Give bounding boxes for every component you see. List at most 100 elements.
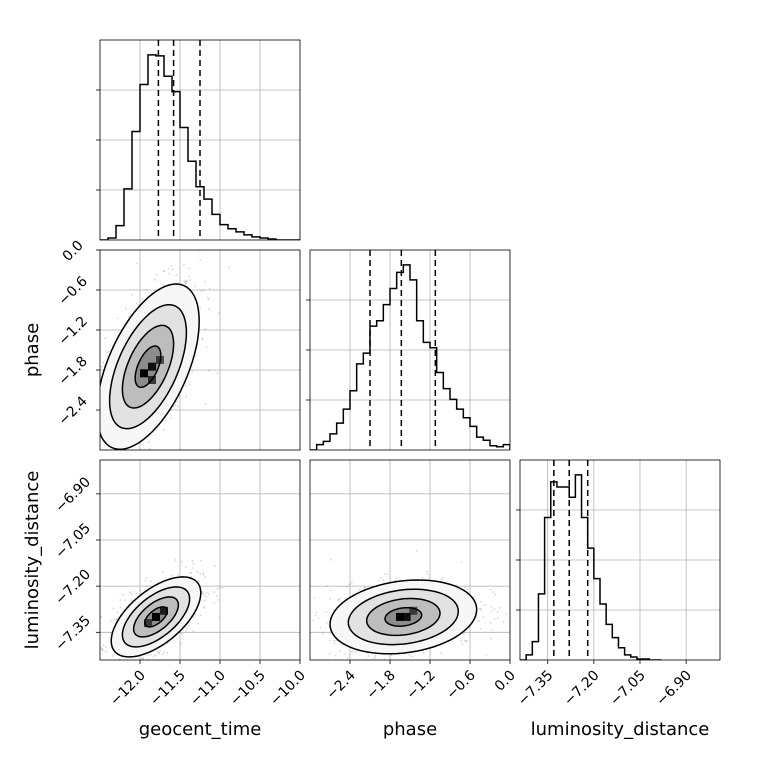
sample-point xyxy=(377,580,380,583)
panel-phase-geocent_time: −2.4 −1.8 −1.2 −0.6 0.0 xyxy=(55,238,301,520)
sample-point xyxy=(353,650,356,653)
sample-point xyxy=(154,654,157,657)
sample-point xyxy=(107,350,110,353)
sample-point xyxy=(149,580,152,583)
sample-point xyxy=(192,567,195,569)
sample-point xyxy=(147,654,150,657)
panels: −2.4−1.8−1.2−0.60.0−7.35−7.20−7.05−6.90−… xyxy=(52,39,721,710)
sample-point xyxy=(185,629,188,632)
sample-point xyxy=(321,632,324,635)
sample-point xyxy=(339,597,342,600)
sample-point xyxy=(313,597,316,599)
sample-point xyxy=(194,613,196,616)
sample-point xyxy=(411,655,414,658)
sample-point xyxy=(162,284,165,287)
sample-point xyxy=(121,593,124,596)
contour-line xyxy=(384,606,423,627)
panel-phase-phase xyxy=(306,249,511,451)
sample-point xyxy=(135,661,137,663)
x-tick-label: 0.0 xyxy=(492,668,519,695)
sample-point xyxy=(185,280,188,283)
sample-point xyxy=(58,405,60,407)
sample-point xyxy=(203,599,206,602)
sample-point xyxy=(189,571,192,574)
sample-point xyxy=(121,469,123,471)
sample-point xyxy=(347,665,349,667)
sample-point xyxy=(137,304,140,306)
sample-point xyxy=(161,571,164,573)
sample-point xyxy=(350,581,353,584)
sample-point xyxy=(205,591,208,594)
sample-point xyxy=(130,664,132,666)
sample-point xyxy=(199,559,202,562)
sample-point xyxy=(205,346,208,349)
sample-point xyxy=(485,653,488,656)
sample-point xyxy=(490,637,492,640)
sample-point xyxy=(84,463,86,465)
sample-point xyxy=(143,664,145,666)
sample-point xyxy=(97,621,99,623)
x-tick-label: −7.05 xyxy=(607,668,649,710)
x-tick-label: −11.5 xyxy=(147,668,189,710)
x-tick-label: −1.2 xyxy=(403,668,438,703)
sample-point xyxy=(158,652,161,655)
sample-point xyxy=(98,671,100,673)
sample-point xyxy=(493,608,496,610)
panel-frame xyxy=(309,459,511,661)
sample-point xyxy=(81,680,83,682)
sample-point xyxy=(326,622,328,624)
sample-point xyxy=(367,655,370,657)
sample-point xyxy=(90,450,92,452)
sample-point xyxy=(201,338,204,341)
sample-point xyxy=(477,620,480,622)
sample-point xyxy=(192,563,195,565)
contour-line xyxy=(365,597,441,637)
sample-point xyxy=(189,383,191,386)
sample-point xyxy=(278,590,280,592)
x-tick-label: −10.5 xyxy=(227,668,269,710)
sample-point xyxy=(194,285,197,288)
density-cell xyxy=(140,369,148,378)
panel-frame xyxy=(309,249,511,451)
sample-point xyxy=(97,639,99,641)
sample-point xyxy=(101,648,104,651)
sample-point xyxy=(204,280,206,283)
sample-point xyxy=(144,579,147,582)
sample-point xyxy=(111,655,114,657)
sample-point xyxy=(113,664,115,666)
sample-point xyxy=(319,626,322,629)
sample-point xyxy=(147,441,150,443)
sample-point xyxy=(208,369,210,372)
sample-point xyxy=(351,650,354,653)
sample-point xyxy=(191,370,194,373)
histogram-phase xyxy=(310,264,510,450)
sample-point xyxy=(461,643,464,646)
sample-point xyxy=(129,591,131,594)
x-tick-label: −10.0 xyxy=(267,668,309,710)
sample-point xyxy=(165,419,168,422)
sample-point xyxy=(122,663,124,665)
sample-point xyxy=(142,469,144,471)
sample-point xyxy=(490,605,493,608)
panel-luminosity_distance-luminosity_distance: −7.35 −7.20 −7.05 −6.90 xyxy=(515,459,721,710)
density-cell xyxy=(402,612,411,621)
sample-point xyxy=(312,619,315,622)
sample-point xyxy=(96,657,98,659)
sample-point xyxy=(337,598,340,601)
sample-point xyxy=(92,678,94,680)
y-tick-label: −2.4 xyxy=(55,393,90,428)
sample-point xyxy=(97,397,99,399)
sample-point xyxy=(73,424,75,426)
sample-point xyxy=(93,416,95,418)
panel-content xyxy=(100,40,300,240)
sample-point xyxy=(215,595,218,597)
sample-point xyxy=(148,447,151,450)
sample-point xyxy=(96,424,98,426)
sample-point xyxy=(112,619,115,622)
sample-point xyxy=(132,518,134,520)
sample-point xyxy=(121,665,123,667)
sample-point xyxy=(406,671,408,673)
sample-point xyxy=(91,444,93,446)
sample-point xyxy=(174,404,177,406)
sample-point xyxy=(219,586,221,588)
